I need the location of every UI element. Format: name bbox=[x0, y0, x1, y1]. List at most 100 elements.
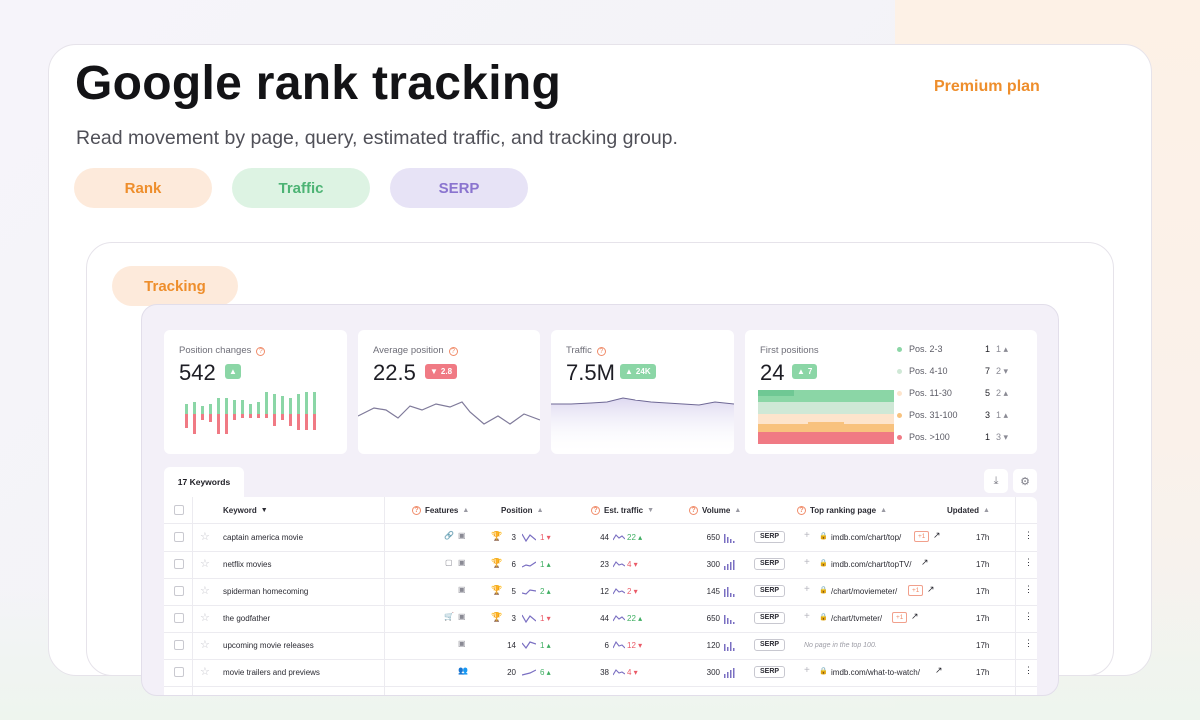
url-link[interactable]: imdb.com/chart/top/ bbox=[831, 533, 902, 542]
trophy-icon: 🏆 bbox=[491, 531, 503, 541]
checkbox[interactable] bbox=[174, 505, 184, 515]
image-feature-icon: ▣ bbox=[458, 531, 466, 540]
image-feature-icon: ▣ bbox=[458, 558, 466, 567]
tracking-pill[interactable]: Tracking bbox=[112, 266, 238, 306]
help-icon[interactable]: ? bbox=[596, 347, 606, 356]
help-icon[interactable]: ? bbox=[256, 347, 266, 356]
keyword-cell[interactable]: spiderman homecoming bbox=[223, 587, 309, 596]
more-icon[interactable]: ⋮ bbox=[1024, 665, 1033, 675]
serp-button[interactable]: SERP bbox=[754, 639, 786, 651]
serp-pill[interactable]: SERP bbox=[390, 168, 528, 208]
row-checkbox[interactable] bbox=[174, 532, 184, 542]
help-icon[interactable]: ? bbox=[591, 505, 600, 515]
url-link[interactable]: imdb.com/chart/topTV/ bbox=[831, 560, 912, 569]
position-delta: 1 ▾ bbox=[540, 614, 551, 623]
table-row[interactable]: ☆ netflix movies ▢ ▣ 🏆 6 1 ▴ 23 4 ▾ 300 … bbox=[164, 551, 1037, 578]
delta-value: 22 bbox=[627, 614, 636, 623]
traffic-pill[interactable]: Traffic bbox=[232, 168, 370, 208]
column-divider bbox=[384, 497, 385, 695]
header-features[interactable]: ? Features ▲ bbox=[412, 497, 469, 523]
serp-button[interactable]: SERP bbox=[754, 558, 786, 570]
header-position[interactable]: Position ▲ bbox=[501, 497, 544, 523]
delta-value: 4 bbox=[627, 668, 632, 677]
header-volume[interactable]: ? Volume ▲ bbox=[689, 497, 741, 523]
position-sparkline bbox=[522, 533, 536, 542]
plus-one-badge[interactable]: +1 bbox=[908, 585, 924, 596]
help-icon[interactable]: ? bbox=[689, 505, 698, 515]
select-all-checkbox[interactable] bbox=[174, 497, 184, 523]
plus-icon[interactable]: + bbox=[804, 530, 810, 541]
row-checkbox[interactable] bbox=[174, 667, 184, 677]
keyword-cell[interactable]: captain america movie bbox=[223, 533, 304, 542]
header-updated[interactable]: Updated ▲ bbox=[947, 497, 990, 523]
star-icon[interactable]: ☆ bbox=[200, 531, 210, 543]
gear-icon[interactable]: ⚙ bbox=[1013, 469, 1037, 493]
help-icon[interactable]: ? bbox=[448, 347, 458, 356]
arrow-up-icon: ▲ bbox=[625, 367, 633, 376]
more-icon[interactable]: ⋮ bbox=[1024, 584, 1033, 594]
url-link[interactable]: /chart/tvmeter/ bbox=[831, 614, 883, 623]
external-link-icon[interactable]: ↗ bbox=[927, 584, 935, 594]
row-checkbox[interactable] bbox=[174, 613, 184, 623]
keyword-cell[interactable]: upcoming movie releases bbox=[223, 641, 314, 650]
header-top-page[interactable]: ? Top ranking page ▲ bbox=[797, 497, 887, 523]
keyword-cell[interactable]: the godfather bbox=[223, 614, 271, 623]
image-feature-icon: ▣ bbox=[458, 639, 466, 648]
row-checkbox[interactable] bbox=[174, 640, 184, 650]
serp-button[interactable]: SERP bbox=[754, 585, 786, 597]
pos-change: 2 ▴ bbox=[996, 388, 1009, 398]
header-est-traffic[interactable]: ? Est. traffic ▼ bbox=[591, 497, 654, 523]
table-row[interactable]: ☆ the godfather 🛒 ▣ 🏆 3 1 ▾ 44 22 ▴ 650 … bbox=[164, 605, 1037, 632]
star-icon[interactable]: ☆ bbox=[200, 585, 210, 597]
legend-dot bbox=[897, 435, 902, 440]
star-icon[interactable]: ☆ bbox=[200, 612, 210, 624]
url-link[interactable]: /chart/moviemeter/ bbox=[831, 587, 898, 596]
external-link-icon[interactable]: ↗ bbox=[933, 530, 941, 540]
external-link-icon[interactable]: ↗ bbox=[921, 557, 929, 567]
keyword-cell[interactable]: netflix movies bbox=[223, 560, 272, 569]
plus-one-badge[interactable]: +1 bbox=[914, 531, 930, 542]
header-label: Est. traffic bbox=[604, 505, 644, 515]
plus-icon[interactable]: + bbox=[804, 584, 810, 595]
help-icon[interactable]: ? bbox=[797, 505, 806, 515]
plus-icon[interactable]: + bbox=[804, 611, 810, 622]
badge-text: 2.8 bbox=[440, 367, 453, 376]
table-row[interactable]: ☆ upcoming movie releases ▣ 14 1 ▴ 6 12 … bbox=[164, 632, 1037, 659]
header-keyword[interactable]: Keyword ▼ bbox=[223, 497, 268, 523]
more-icon[interactable]: ⋮ bbox=[1024, 638, 1033, 648]
pos-change-value: 2 bbox=[996, 388, 1002, 398]
plus-icon[interactable]: + bbox=[804, 557, 810, 568]
table-row[interactable]: ☆ captain america movie 🔗 ▣ 🏆 3 1 ▾ 44 2… bbox=[164, 524, 1037, 551]
external-link-icon[interactable]: ↗ bbox=[935, 665, 943, 675]
tab-keywords[interactable]: 17 Keywords bbox=[164, 467, 244, 497]
image-feature-icon: ▣ bbox=[458, 585, 466, 594]
serp-button[interactable]: SERP bbox=[754, 666, 786, 678]
table-row[interactable]: ☆ spiderman homecoming ▣ 🏆 5 2 ▴ 12 2 ▾ … bbox=[164, 578, 1037, 605]
more-icon[interactable]: ⋮ bbox=[1024, 530, 1033, 540]
plus-one-badge[interactable]: +1 bbox=[892, 612, 908, 623]
serp-button[interactable]: SERP bbox=[754, 531, 786, 543]
more-icon[interactable]: ⋮ bbox=[1024, 557, 1033, 567]
download-icon[interactable]: ⤓ bbox=[984, 469, 1008, 493]
star-icon[interactable]: ☆ bbox=[200, 558, 210, 570]
external-link-icon[interactable]: ↗ bbox=[911, 611, 919, 621]
row-checkbox[interactable] bbox=[174, 559, 184, 569]
keyword-cell[interactable]: movie trailers and previews bbox=[223, 668, 320, 677]
url-link[interactable]: imdb.com/what-to-watch/ bbox=[831, 668, 920, 677]
legend-dot bbox=[897, 369, 902, 374]
plus-icon[interactable]: + bbox=[804, 665, 810, 676]
more-icon[interactable]: ⋮ bbox=[1024, 611, 1033, 621]
premium-plan-label: Premium plan bbox=[934, 78, 1040, 95]
pos-change: 1 ▴ bbox=[996, 410, 1009, 420]
position-sparkline bbox=[522, 561, 536, 568]
badge-text: 24K bbox=[635, 367, 651, 376]
star-icon[interactable]: ☆ bbox=[200, 639, 210, 651]
table-row[interactable]: ☆ movie trailers and previews 👥 20 6 ▴ 3… bbox=[164, 659, 1037, 686]
traffic-delta: 4 ▾ bbox=[627, 668, 638, 677]
volume-cell: 145 bbox=[706, 587, 720, 596]
serp-button[interactable]: SERP bbox=[754, 612, 786, 624]
star-icon[interactable]: ☆ bbox=[200, 666, 210, 678]
rank-pill[interactable]: Rank bbox=[74, 168, 212, 208]
help-icon[interactable]: ? bbox=[412, 505, 421, 515]
row-checkbox[interactable] bbox=[174, 586, 184, 596]
